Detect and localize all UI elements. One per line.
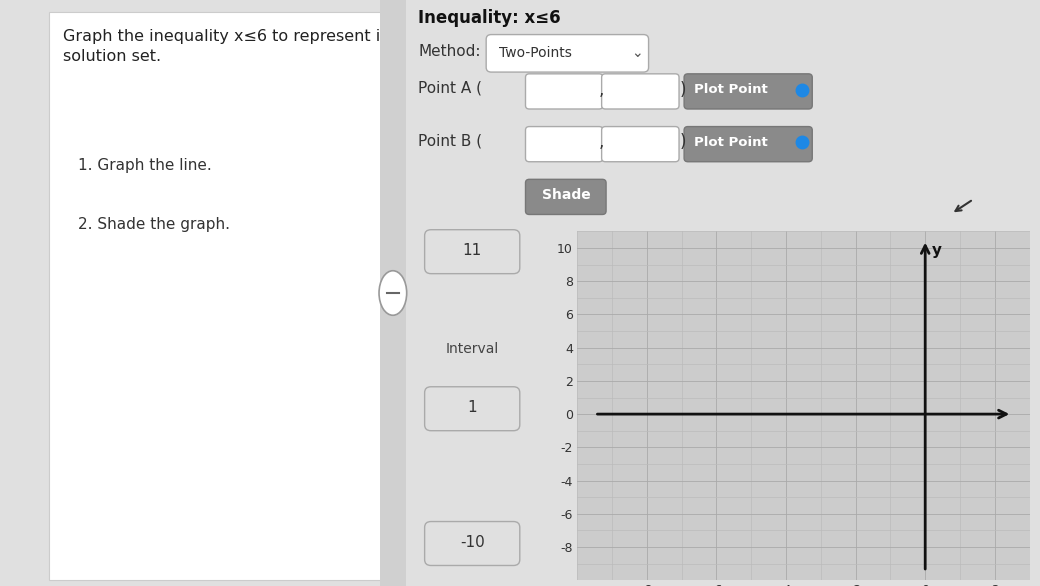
Text: ): ) [680, 134, 686, 151]
FancyBboxPatch shape [601, 127, 679, 162]
Text: 2. Shade the graph.: 2. Shade the graph. [78, 217, 230, 232]
FancyBboxPatch shape [486, 35, 649, 72]
Text: Point A (: Point A ( [418, 80, 483, 96]
FancyBboxPatch shape [684, 127, 812, 162]
FancyBboxPatch shape [684, 74, 812, 109]
FancyBboxPatch shape [424, 230, 520, 274]
Text: Point B (: Point B ( [418, 133, 483, 148]
Text: Graph the inequality x≤6 to represent its
solution set.: Graph the inequality x≤6 to represent it… [63, 29, 395, 64]
FancyBboxPatch shape [525, 74, 603, 109]
Text: Interval: Interval [445, 342, 499, 356]
FancyBboxPatch shape [424, 522, 520, 565]
FancyBboxPatch shape [381, 0, 406, 586]
FancyBboxPatch shape [49, 12, 384, 580]
FancyBboxPatch shape [525, 127, 603, 162]
Text: ,: , [599, 81, 604, 98]
Text: 1: 1 [467, 400, 477, 415]
Text: Two-Points: Two-Points [499, 46, 572, 60]
Text: 1. Graph the line.: 1. Graph the line. [78, 158, 212, 173]
FancyBboxPatch shape [424, 387, 520, 431]
Text: ): ) [680, 81, 686, 98]
Text: ,: , [599, 134, 604, 151]
Text: Method:: Method: [418, 44, 480, 59]
Text: Plot Point: Plot Point [695, 83, 768, 96]
Text: -10: -10 [460, 534, 485, 550]
Text: Plot Point: Plot Point [695, 136, 768, 149]
FancyBboxPatch shape [601, 74, 679, 109]
Text: 11: 11 [463, 243, 482, 258]
Circle shape [379, 271, 407, 315]
Text: Inequality: x≤6: Inequality: x≤6 [418, 9, 561, 27]
Text: Shade: Shade [542, 188, 591, 202]
Text: y: y [932, 243, 941, 258]
FancyBboxPatch shape [525, 179, 606, 214]
Text: ⌄: ⌄ [631, 46, 643, 60]
